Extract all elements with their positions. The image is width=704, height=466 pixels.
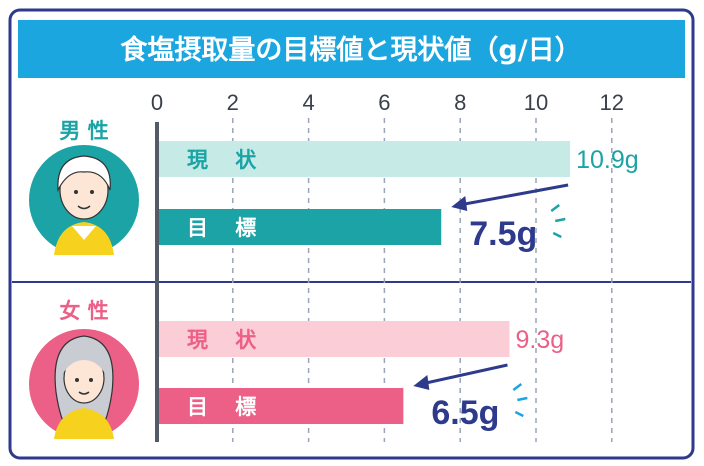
arrow-head	[413, 375, 430, 390]
male-avatar-icon	[29, 145, 139, 255]
female-section: 女 性	[29, 299, 139, 439]
bar-current	[157, 321, 510, 357]
bar-label: 目 標	[187, 395, 266, 419]
accent-mark	[514, 410, 524, 418]
accent-mark	[552, 231, 562, 239]
x-tick-label: 6	[378, 90, 390, 115]
data-label-target: 6.5g	[431, 394, 499, 432]
data-label-current: 9.3g	[515, 326, 564, 354]
x-tick-label: 8	[454, 90, 466, 115]
x-tick-label: 2	[227, 90, 239, 115]
accent-mark	[555, 217, 566, 223]
x-tick-label: 0	[151, 90, 163, 115]
title-band	[18, 20, 685, 78]
bars: 現 状 10.9g 目 標 7.5g 現 状 9.3g 目 標 6.5g	[157, 141, 639, 432]
accent-mark	[550, 204, 560, 212]
x-tick-labels: 0 2 4 6 8 10 12	[151, 90, 624, 115]
x-tick-label: 12	[600, 90, 624, 115]
accent-mark	[517, 396, 528, 402]
x-tick-label: 4	[302, 90, 314, 115]
male-label: 男 性	[59, 119, 108, 143]
arrow-head	[451, 196, 468, 211]
bar-label: 目 標	[187, 216, 266, 240]
arrow-line	[421, 363, 508, 386]
chart-title: 食塩摂取量の目標値と現状値（g/日）	[120, 34, 581, 66]
bar-label: 現 状	[187, 148, 266, 172]
male-section: 男 性	[29, 119, 139, 255]
data-label-target: 7.5g	[469, 215, 537, 253]
bar-current	[157, 141, 571, 177]
bar-target	[157, 209, 442, 245]
accent-mark	[512, 383, 523, 391]
arrow-line	[458, 183, 569, 207]
bar-target	[157, 388, 404, 424]
x-tick-label: 10	[524, 90, 548, 115]
female-label: 女 性	[59, 299, 108, 323]
data-label-current: 10.9g	[576, 146, 639, 174]
bar-label: 現 状	[187, 328, 266, 352]
female-avatar-icon	[29, 329, 139, 439]
